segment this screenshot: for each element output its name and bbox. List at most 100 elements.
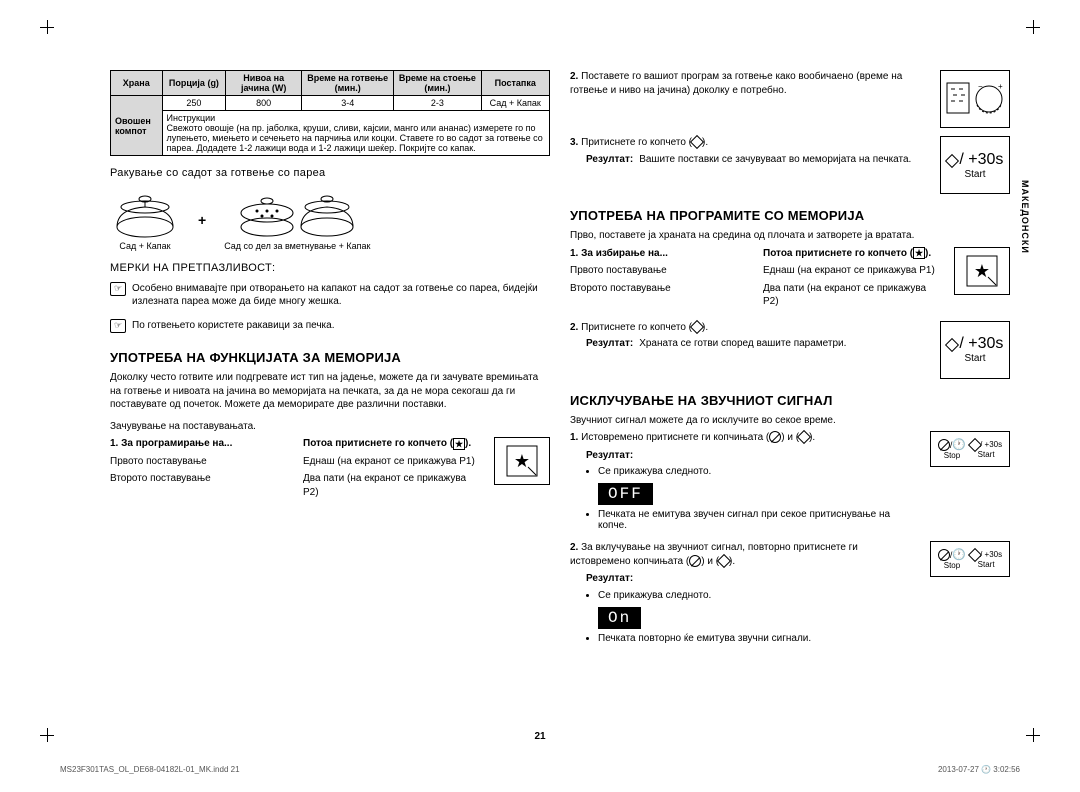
microwave-dial-icon: −+ xyxy=(940,70,1010,128)
use-memory-text: Прво, поставете ја храната на средина од… xyxy=(570,229,1010,243)
result-label: Резултат: xyxy=(586,449,920,463)
prog-right-b: Два пати (на екранот се прикажува P2) xyxy=(303,472,484,499)
th-food: Храна xyxy=(111,71,163,96)
sound-step2-block: 2. За вклучување на звучниот сигнал, пов… xyxy=(570,541,1010,646)
prog-right-head: Потоа притиснете го копчето (). xyxy=(303,437,484,451)
cell-power: 800 xyxy=(226,96,302,111)
row-label: Овошен компот xyxy=(111,96,163,156)
steamer-a: Сад + Капак xyxy=(110,189,180,251)
step3-block: 3. Притиснете го копчето (). Резултат: В… xyxy=(570,136,1010,194)
select-right-a: Еднаш (на екранот се прикажува P1) xyxy=(763,264,944,278)
bullet-show2: Се прикажува следното. xyxy=(598,590,920,601)
caution-1-text: Особено внимавајте при отворањето на кап… xyxy=(132,282,550,309)
start-diamond-icon xyxy=(797,430,811,444)
step2b-result-text: Храната се готви според вашите параметри… xyxy=(639,338,846,349)
print-footer: MS23F301TAS_OL_DE68-04182L-01_MK.indd 21… xyxy=(60,765,1020,774)
caution-2: ☞ По готвењето користете ракавици за печ… xyxy=(110,319,550,337)
instr-label: Инструкции xyxy=(167,113,545,123)
stop-start-combo-icon: /🕐Stop / +30sStart xyxy=(930,541,1010,577)
step2b-text: 2. Притиснете го копчето (). xyxy=(570,321,930,335)
th-stand: Време на стоење (мин.) xyxy=(394,71,481,96)
select-block: 1. За избирање на... Првото поставување … xyxy=(570,247,1010,313)
food-table: Храна Порција (g) Нивоа на јачина (W) Вр… xyxy=(110,70,550,156)
bullet-sound-again: Печката повторно ќе емитува звучни сигна… xyxy=(598,633,920,644)
sound-head: ИСКЛУЧУВАЊЕ НА ЗВУЧНИОТ СИГНАЛ xyxy=(570,393,1010,408)
th-proc: Постапка xyxy=(481,71,550,96)
star-panel-icon: ★ xyxy=(954,247,1010,295)
footer-right: 2013-07-27 🕐 3:02:56 xyxy=(938,765,1020,774)
th-cook: Време на готвење (мин.) xyxy=(302,71,394,96)
bullet-no-sound: Печката не емитува звучен сигнал при сек… xyxy=(598,509,920,531)
bowl-lid-icon xyxy=(110,189,180,239)
result-label: Резултат: xyxy=(586,338,633,349)
start-diamond-icon xyxy=(690,135,704,149)
bullet-show: Се прикажува следното. xyxy=(598,466,920,477)
star-panel-icon: ★ xyxy=(494,437,550,485)
cell-cook: 3-4 xyxy=(302,96,394,111)
caution-2-text: По готвењето користете ракавици за печка… xyxy=(132,319,335,333)
prog-left-a: Првото поставување xyxy=(110,455,291,469)
instructions-cell: Инструкции Свежото овошје (на пр. јаболк… xyxy=(162,111,549,156)
cell-portion: 250 xyxy=(162,96,226,111)
hand-icon: ☞ xyxy=(110,282,126,296)
cell-stand: 2-3 xyxy=(394,96,481,111)
th-power: Нивоа на јачина (W) xyxy=(226,71,302,96)
steamer-b: Сад со дел за вметнување + Капак xyxy=(224,189,370,251)
use-memory-head: УПОТРЕБА НА ПРОГРАМИТЕ СО МЕМОРИЈА xyxy=(570,208,1010,223)
left-column: Храна Порција (g) Нивоа на јачина (W) Вр… xyxy=(110,70,550,654)
sound-text: Звучниот сигнал можете да го исклучите в… xyxy=(570,414,1010,428)
memory-func-head: УПОТРЕБА НА ФУНКЦИЈАТА ЗА МЕМОРИЈА xyxy=(110,350,550,365)
steamer-a-label: Сад + Капак xyxy=(119,241,170,251)
language-side-label: МАКЕДОНСКИ xyxy=(1020,180,1030,254)
select-left-head: 1. За избирање на... xyxy=(570,247,751,261)
step2-block: 2. Поставете го вашиот програм за готвењ… xyxy=(570,70,1010,128)
steamer-b-label: Сад со дел за вметнување + Капак xyxy=(224,241,370,251)
svg-text:★: ★ xyxy=(514,451,530,471)
star-button-icon xyxy=(913,247,925,259)
prog-block: 1. За програмирање на... Првото поставув… xyxy=(110,437,550,503)
step2b-block: 2. Притиснете го копчето (). Резултат: Х… xyxy=(570,321,1010,379)
right-column: 2. Поставете го вашиот програм за готвењ… xyxy=(570,70,1010,654)
sound-step1-block: 1. Истовремено притиснете ги копчињата (… xyxy=(570,431,1010,533)
plus-icon: + xyxy=(198,212,206,228)
start-30s-icon: / +30s Start xyxy=(940,136,1010,194)
stop-icon xyxy=(769,431,781,443)
sound-step1: 1. Истовремено притиснете ги копчињата (… xyxy=(570,431,920,445)
step3-text: 3. Притиснете го копчето (). xyxy=(570,136,930,150)
start-diamond-icon xyxy=(717,554,731,568)
page-number: 21 xyxy=(534,731,545,742)
save-settings-text: Зачувување на поставувањата. xyxy=(110,420,550,434)
select-right-head: Потоа притиснете го копчето (). xyxy=(763,247,944,261)
select-left-b: Второто поставување xyxy=(570,282,751,296)
start-label: Start xyxy=(964,353,985,364)
prog-right-a: Еднаш (на екранот се прикажува P1) xyxy=(303,455,484,469)
sound-step2: 2. За вклучување на звучниот сигнал, пов… xyxy=(570,541,920,568)
star-button-icon xyxy=(453,438,465,450)
step3-result-text: Вашите поставки се зачувуваат во мемориј… xyxy=(639,154,911,165)
display-on: On xyxy=(598,607,641,629)
cell-proc: Сад + Капак xyxy=(481,96,550,111)
display-off: OFF xyxy=(598,483,653,505)
steamer-title: Ракување со садот за готвење со пареа xyxy=(110,166,550,181)
start-label: Start xyxy=(964,169,985,180)
footer-left: MS23F301TAS_OL_DE68-04182L-01_MK.indd 21 xyxy=(60,765,240,774)
cautions-title: МЕРКИ НА ПРЕТПАЗЛИВОСТ: xyxy=(110,261,550,276)
hand-icon: ☞ xyxy=(110,319,126,333)
start-diamond-icon xyxy=(690,320,704,334)
prog-left-b: Второто поставување xyxy=(110,472,291,486)
stop-start-combo-icon: /🕐Stop / +30sStart xyxy=(930,431,1010,467)
steamer-row: Сад + Капак + Сад со дел за вметнување +… xyxy=(110,189,550,251)
page-content: МАКЕДОНСКИ Храна Порција (g) Нивоа на ја… xyxy=(50,40,1030,664)
select-right-b: Два пати (на екранот се прикажува P2) xyxy=(763,282,944,309)
th-portion: Порција (g) xyxy=(162,71,226,96)
instr-text: Свежото овошје (на пр. јаболка, круши, с… xyxy=(167,123,543,153)
result-label: Резултат: xyxy=(586,154,633,165)
svg-text:★: ★ xyxy=(974,261,990,281)
start-30s-icon: / +30s Start xyxy=(940,321,1010,379)
stop-icon xyxy=(689,555,701,567)
bowl-insert-lid-icon xyxy=(232,189,362,239)
svg-text:+: + xyxy=(998,82,1003,91)
step2-text: 2. Поставете го вашиот програм за готвењ… xyxy=(570,70,930,97)
select-left-a: Првото поставување xyxy=(570,264,751,278)
memory-func-text: Доколку често готвите или подгревате ист… xyxy=(110,371,550,412)
